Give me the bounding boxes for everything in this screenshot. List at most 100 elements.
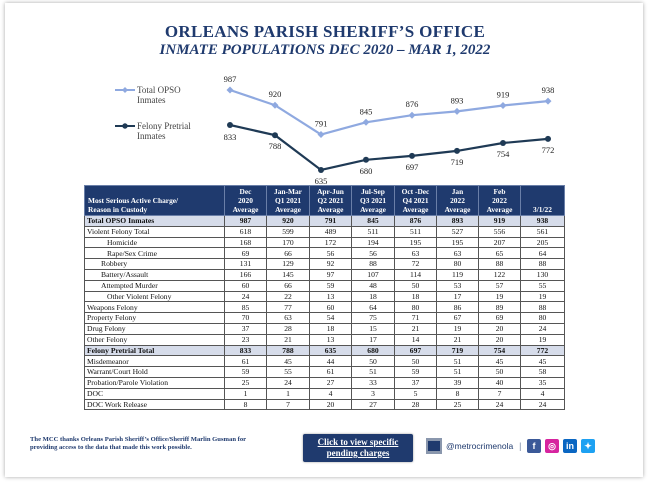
- table-cell: 20: [309, 398, 352, 411]
- column-header-line: Average: [402, 205, 429, 214]
- table-cell: 845: [351, 215, 395, 227]
- table-cell: 697: [394, 344, 437, 357]
- data-label: 845: [360, 106, 373, 116]
- data-point: [409, 152, 415, 159]
- row-label: Attempted Murder: [84, 279, 225, 292]
- instagram-icon[interactable]: ◎: [545, 439, 560, 453]
- data-label: 987: [224, 74, 237, 84]
- table-cell: 65: [478, 247, 521, 260]
- column-header-line: Q1 2021: [274, 196, 302, 205]
- table-cell: 25: [224, 376, 267, 389]
- table-cell: 45: [520, 355, 565, 368]
- column-header-line: Oct -Dec: [401, 187, 430, 196]
- data-label: 938: [542, 85, 555, 95]
- data-label: 919: [497, 89, 510, 99]
- table-cell: 60: [309, 301, 352, 314]
- table-body: Total OPSO Inmates 987 920 791 845 876 893 919 9…: [84, 215, 565, 411]
- row-label: Homicide: [84, 236, 225, 249]
- legend-label: Inmates: [137, 131, 166, 141]
- view-pending-charges-button[interactable]: Click to view specific pending charges: [303, 434, 413, 462]
- header-charge-reason: Most Serious Active Charge/Reason in Cus…: [84, 185, 225, 216]
- table-cell: 70: [224, 312, 267, 324]
- table-cell: 88: [478, 258, 521, 270]
- column-header-7: 3/1/22: [520, 185, 565, 216]
- table-cell: 37: [394, 376, 437, 389]
- table-cell: 86: [436, 301, 479, 314]
- table-cell: 107: [351, 268, 395, 281]
- table-cell: 754: [478, 344, 521, 357]
- table-cell: 13: [309, 290, 352, 303]
- social-handle[interactable]: @metrocrimenola: [446, 441, 514, 451]
- table-row: Warrant/Court Hold 59 55 61 51 59 51 50 58: [84, 366, 565, 378]
- table-cell: 80: [436, 258, 479, 270]
- table-cell: 20: [478, 333, 521, 346]
- twitter-icon[interactable]: ✦: [581, 439, 596, 453]
- table-cell: 54: [309, 312, 352, 324]
- table-cell: 71: [394, 312, 437, 324]
- facebook-icon[interactable]: f: [527, 439, 542, 453]
- table-cell: 23: [224, 333, 267, 346]
- table-cell: 55: [266, 366, 310, 378]
- data-point: [317, 131, 325, 139]
- table-cell: 24: [224, 290, 267, 303]
- table-cell: 4: [520, 387, 565, 400]
- column-header-1: Jan-Mar Q1 2021 Average: [266, 185, 310, 216]
- table-cell: 48: [351, 279, 395, 292]
- table-cell: 24: [266, 376, 310, 389]
- table-header-row: Most Serious Active Charge/Reason in Cus…: [84, 185, 565, 216]
- data-point: [227, 122, 233, 128]
- linkedin-icon[interactable]: in: [563, 439, 578, 453]
- data-label: 754: [497, 149, 511, 159]
- table-cell: 195: [436, 236, 479, 249]
- table-cell: 122: [478, 268, 521, 281]
- data-point: [272, 132, 278, 139]
- table-row: DOC Work Release 8 7 20 27 28 25 24 24: [84, 398, 565, 411]
- data-point: [408, 111, 416, 119]
- table-cell: 207: [478, 236, 521, 249]
- inmate-data-table: Most Serious Active Charge/Reason in Cus…: [84, 185, 565, 411]
- data-label: 788: [269, 141, 282, 151]
- column-header-line: 3/1/22: [533, 205, 552, 214]
- table-cell: 919: [478, 215, 521, 227]
- table-cell: 24: [520, 322, 565, 335]
- data-point: [226, 86, 234, 94]
- table-cell: 791: [309, 215, 352, 227]
- table-cell: 67: [436, 312, 479, 324]
- table-cell: 89: [478, 301, 521, 314]
- table-cell: 205: [520, 236, 565, 249]
- page-subtitle: INMATE POPULATIONS DEC 2020 – MAR 1, 202…: [159, 42, 491, 58]
- table-cell: 88: [520, 301, 565, 314]
- row-label: Other Felony: [84, 333, 225, 346]
- table-row: Misdemeanor 61 45 44 50 50 51 45 45: [84, 355, 565, 368]
- table-cell: 56: [309, 247, 352, 260]
- table-cell: 85: [224, 301, 267, 314]
- column-header-line: Jan-Mar: [274, 187, 302, 196]
- table-cell: 170: [266, 236, 310, 249]
- row-label: Warrant/Court Hold: [84, 366, 225, 378]
- table-row: Robbery 131 129 92 88 72 80 88 88: [84, 258, 565, 270]
- table-cell: 680: [351, 344, 395, 357]
- table-cell: 17: [436, 290, 479, 303]
- table-cell: 63: [266, 312, 310, 324]
- table-cell: 59: [309, 279, 352, 292]
- column-header-5: Jan 2022 Average: [436, 185, 479, 216]
- table-row: Probation/Parole Violation 25 24 27 33 37 39 40…: [84, 376, 565, 389]
- table-cell: 17: [351, 333, 395, 346]
- table-row: Battery/Assault 166 145 97 107 114 119 122 130: [84, 268, 565, 281]
- row-label: Felony Pretrial Total: [84, 344, 225, 357]
- table-cell: 145: [266, 268, 310, 281]
- legend-marker: [122, 123, 128, 129]
- table-cell: 55: [520, 279, 565, 292]
- column-header-line: Average: [232, 205, 259, 214]
- data-point: [453, 107, 461, 115]
- table-cell: 527: [436, 225, 479, 238]
- row-label: Total OPSO Inmates: [84, 215, 225, 227]
- table-cell: 77: [266, 301, 310, 314]
- table-cell: 3: [351, 387, 395, 400]
- data-point: [500, 139, 506, 146]
- table-cell: 166: [224, 268, 267, 281]
- table-cell: 8: [436, 387, 479, 400]
- row-label: Rape/Sex Crime: [84, 247, 225, 260]
- table-cell: 987: [224, 215, 267, 227]
- row-label: Robbery: [84, 258, 225, 270]
